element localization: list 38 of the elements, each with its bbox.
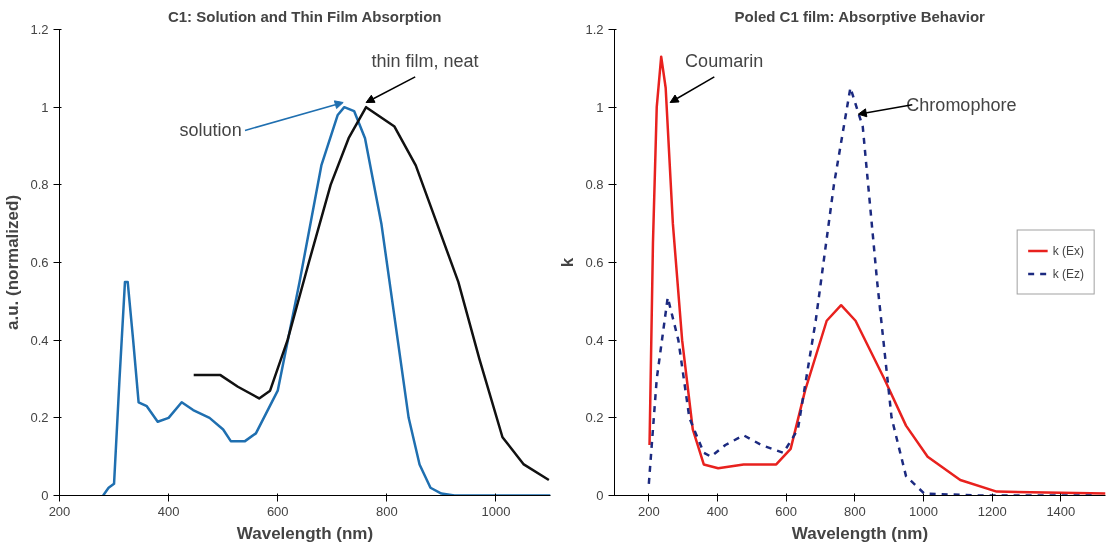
y-tick-label: 0.2	[30, 410, 49, 426]
annotation: Coumarin	[685, 50, 764, 71]
x-tick-label: 1200	[977, 503, 1007, 519]
y-axis-title: a.u. (normalized)	[3, 194, 23, 331]
x-tick-label: 400	[157, 503, 180, 519]
y-tick-label: 0.4	[30, 332, 49, 348]
x-tick-label: 1000	[481, 503, 511, 519]
y-tick-label: 0.2	[585, 410, 604, 426]
x-axis-title: Wavelength (nm)	[791, 523, 929, 543]
y-tick-label: 0.6	[585, 255, 604, 270]
x-tick-label: 200	[637, 503, 660, 519]
x-tick-label: 800	[844, 503, 866, 519]
y-tick-label: 0.8	[585, 177, 604, 193]
x-tick-label: 1400	[1046, 503, 1076, 519]
y-tick-label: 0	[41, 488, 49, 503]
x-tick-label: 200	[48, 503, 71, 519]
chart-title: Poled C1 film: Absorptive Behavior	[734, 7, 986, 25]
y-tick-label: 0.8	[30, 177, 49, 193]
legend-label: k (Ex)	[1052, 243, 1084, 258]
y-tick-label: 0	[596, 488, 604, 503]
y-tick-label: 1.2	[30, 22, 49, 37]
y-tick-label: 0.4	[585, 332, 604, 348]
annotation: solution	[179, 120, 242, 141]
y-tick-label: 1	[41, 99, 49, 115]
legend-label: k (Ez)	[1052, 266, 1084, 281]
annotation: thin film, neat	[371, 50, 479, 71]
x-tick-label: 400	[706, 503, 729, 519]
x-tick-label: 1000	[909, 503, 938, 519]
annotation: Chromophore	[906, 94, 1017, 115]
y-tick-label: 1.2	[585, 22, 604, 37]
x-axis-title: Wavelength (nm)	[236, 523, 374, 543]
y-axis-title: k	[558, 257, 578, 268]
y-tick-label: 0.6	[30, 255, 49, 270]
chart-title: C1: Solution and Thin Film Absorption	[167, 7, 442, 25]
x-tick-label: 600	[775, 503, 798, 519]
y-tick-label: 1	[596, 99, 604, 115]
x-tick-label: 600	[266, 503, 289, 519]
x-tick-label: 800	[375, 503, 398, 519]
